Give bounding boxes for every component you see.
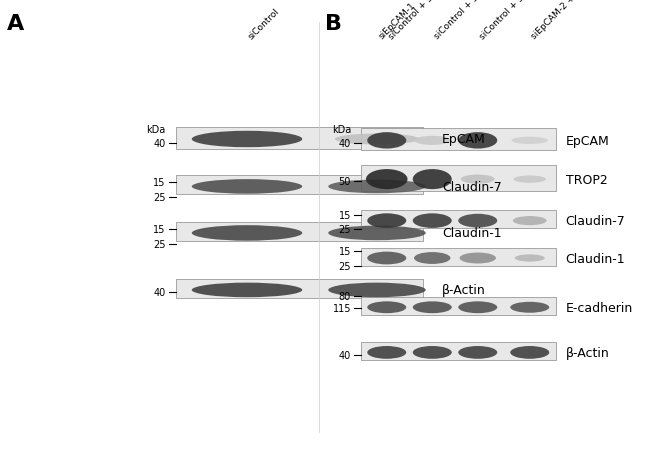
- FancyBboxPatch shape: [176, 222, 422, 242]
- Text: 15: 15: [153, 178, 166, 188]
- Text: TROP2: TROP2: [566, 173, 607, 186]
- Text: siEpCAM-2 + siTROP-2: siEpCAM-2 + siTROP-2: [530, 0, 607, 41]
- Ellipse shape: [458, 214, 497, 228]
- Text: 15: 15: [339, 247, 351, 257]
- Text: B: B: [325, 14, 342, 34]
- Ellipse shape: [461, 175, 495, 184]
- Ellipse shape: [328, 180, 426, 194]
- FancyBboxPatch shape: [176, 127, 422, 149]
- Text: Claudin-1: Claudin-1: [442, 227, 502, 240]
- Text: 40: 40: [153, 287, 166, 297]
- FancyBboxPatch shape: [176, 279, 422, 298]
- Ellipse shape: [367, 302, 406, 313]
- Text: kDa: kDa: [146, 124, 166, 134]
- Ellipse shape: [413, 170, 452, 190]
- Ellipse shape: [367, 214, 406, 228]
- Text: EpCAM: EpCAM: [442, 133, 486, 146]
- FancyBboxPatch shape: [361, 248, 556, 266]
- Text: siControl + siControl: siControl + siControl: [387, 0, 459, 41]
- FancyBboxPatch shape: [361, 211, 556, 229]
- Ellipse shape: [414, 136, 450, 146]
- Text: 25: 25: [153, 240, 166, 250]
- Ellipse shape: [328, 226, 426, 241]
- Text: EpCAM: EpCAM: [566, 135, 609, 147]
- FancyBboxPatch shape: [361, 166, 556, 191]
- Ellipse shape: [458, 346, 497, 359]
- Text: 80: 80: [339, 292, 351, 302]
- Text: 40: 40: [339, 138, 351, 148]
- Ellipse shape: [413, 302, 452, 313]
- Text: A: A: [6, 14, 24, 34]
- Ellipse shape: [192, 131, 302, 148]
- Ellipse shape: [328, 283, 426, 298]
- Text: 15: 15: [153, 224, 166, 234]
- Text: Claudin-7: Claudin-7: [566, 215, 625, 228]
- Text: Claudin-7: Claudin-7: [442, 181, 502, 193]
- Ellipse shape: [192, 226, 302, 241]
- FancyBboxPatch shape: [361, 297, 556, 315]
- Ellipse shape: [367, 252, 406, 265]
- Text: 25: 25: [153, 193, 166, 203]
- Ellipse shape: [510, 302, 549, 313]
- Text: 25: 25: [339, 262, 351, 272]
- Text: siEpCAM-1: siEpCAM-1: [377, 1, 417, 41]
- Text: siControl + siEpCAM-2: siControl + siEpCAM-2: [432, 0, 510, 41]
- Text: 40: 40: [153, 138, 166, 148]
- Text: 15: 15: [339, 210, 351, 220]
- Text: β-Actin: β-Actin: [566, 346, 609, 359]
- FancyBboxPatch shape: [361, 128, 556, 151]
- Ellipse shape: [460, 253, 496, 264]
- FancyBboxPatch shape: [176, 176, 422, 195]
- Ellipse shape: [513, 217, 547, 226]
- Text: 115: 115: [333, 303, 351, 313]
- Ellipse shape: [192, 283, 302, 298]
- Ellipse shape: [512, 137, 548, 145]
- Ellipse shape: [367, 346, 406, 359]
- Text: 25: 25: [339, 225, 351, 235]
- Ellipse shape: [515, 255, 545, 262]
- Ellipse shape: [413, 346, 452, 359]
- Ellipse shape: [367, 133, 406, 149]
- Ellipse shape: [335, 134, 419, 145]
- Text: 40: 40: [339, 350, 351, 360]
- Ellipse shape: [192, 180, 302, 194]
- Ellipse shape: [458, 302, 497, 313]
- Text: siControl + siTROP2-2: siControl + siTROP2-2: [478, 0, 554, 41]
- Ellipse shape: [414, 253, 450, 264]
- Ellipse shape: [413, 214, 452, 228]
- Text: siControl: siControl: [247, 6, 281, 41]
- Ellipse shape: [514, 176, 546, 183]
- Text: kDa: kDa: [332, 124, 351, 134]
- Ellipse shape: [458, 133, 497, 149]
- Text: β-Actin: β-Actin: [442, 284, 486, 297]
- Ellipse shape: [366, 170, 408, 190]
- Text: E-cadherin: E-cadherin: [566, 301, 632, 314]
- Text: Claudin-1: Claudin-1: [566, 252, 625, 265]
- Ellipse shape: [510, 346, 549, 359]
- Text: 50: 50: [339, 177, 351, 187]
- FancyBboxPatch shape: [361, 342, 556, 360]
